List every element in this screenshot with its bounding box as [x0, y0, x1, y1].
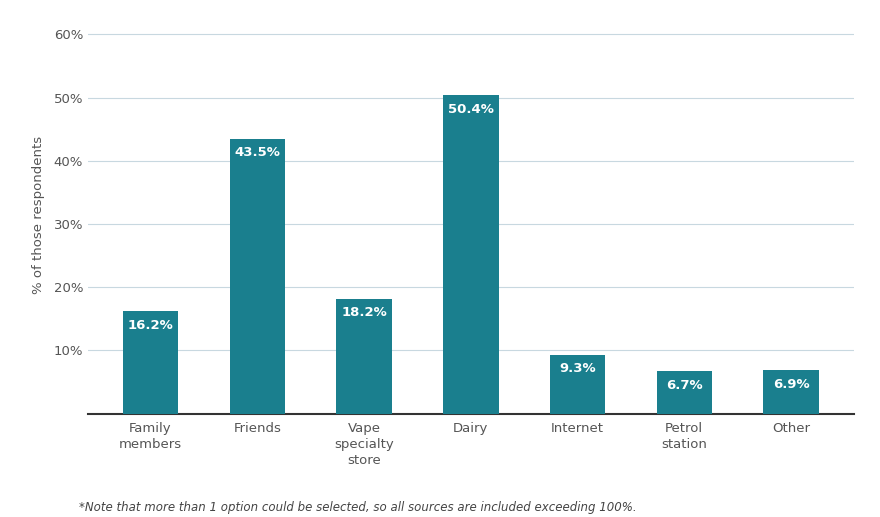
Bar — [123, 311, 179, 414]
Bar — [763, 370, 818, 414]
Text: 18.2%: 18.2% — [341, 306, 387, 319]
Bar — [443, 95, 499, 414]
Text: 43.5%: 43.5% — [234, 146, 280, 159]
Text: *Note that more than 1 option could be selected, so all sources are included exc: *Note that more than 1 option could be s… — [79, 501, 637, 514]
Bar — [656, 371, 712, 414]
Text: 16.2%: 16.2% — [128, 319, 173, 332]
Bar — [230, 139, 285, 414]
Bar — [336, 299, 392, 414]
Text: 6.9%: 6.9% — [773, 377, 810, 390]
Bar — [550, 355, 605, 414]
Y-axis label: % of those respondents: % of those respondents — [33, 135, 45, 294]
Text: 6.7%: 6.7% — [666, 379, 702, 392]
Text: 9.3%: 9.3% — [559, 362, 596, 375]
Text: 50.4%: 50.4% — [448, 103, 494, 116]
